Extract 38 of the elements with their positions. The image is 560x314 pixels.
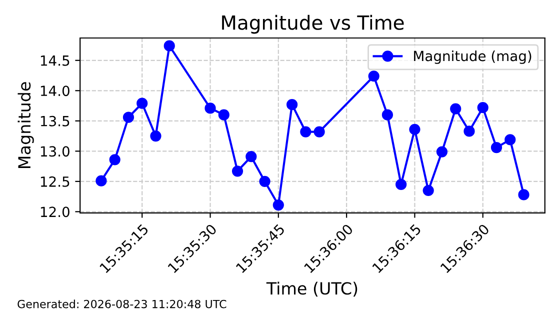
point (218, 109, 230, 120)
y-axis-title: Magnitude (18, 82, 34, 168)
point (286, 99, 298, 110)
text: Generated: 2026-08-23 11:20:48 UTC (18, 300, 226, 308)
y-tick-label: 14.5 (40, 56, 70, 66)
point (122, 112, 134, 123)
point (504, 134, 516, 146)
point (396, 178, 407, 190)
point (300, 126, 312, 138)
point (464, 126, 475, 137)
point (204, 102, 216, 114)
y-tick-label: 14.0 (40, 86, 70, 96)
point (518, 189, 530, 200)
point (136, 98, 148, 109)
point (96, 175, 107, 186)
point (382, 109, 394, 120)
y-tick-label: 12.0 (40, 206, 70, 218)
y-tick-label: 13.5 (40, 116, 70, 126)
point (477, 102, 488, 114)
point (259, 176, 270, 187)
point (422, 184, 434, 196)
point (409, 124, 420, 135)
point (232, 166, 244, 177)
point (272, 199, 284, 211)
point (450, 103, 462, 114)
point (436, 146, 448, 158)
y-tick-label: 12.5 (40, 176, 70, 187)
legend-label: Magnitude (mag) (414, 50, 532, 64)
point (368, 70, 380, 82)
point (490, 142, 502, 154)
point (314, 126, 325, 138)
point (150, 130, 162, 142)
chart-title: Magnitude vs Time (222, 14, 404, 34)
point (109, 154, 120, 166)
x-axis-title: Time (UTC) (266, 282, 358, 297)
point (164, 40, 175, 52)
point (246, 151, 257, 162)
y-tick-label: 13.0 (40, 146, 70, 157)
